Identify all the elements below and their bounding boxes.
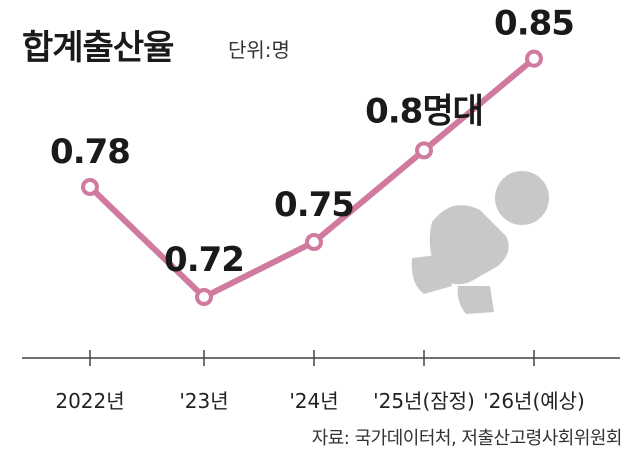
data-label: 0.75 [274, 185, 354, 225]
data-label: 0.8명대 [365, 91, 483, 131]
x-tick-label: '24년 [289, 389, 338, 413]
data-label: 0.85 [494, 4, 574, 44]
data-point [81, 178, 99, 196]
data-point [525, 49, 543, 68]
crawling-baby-icon [411, 171, 549, 314]
data-point [195, 288, 213, 306]
data-point [305, 233, 323, 251]
x-tick-label: '26년(예상) [483, 389, 585, 413]
chart-title: 합계출산율 [22, 28, 174, 68]
x-tick-label: '25년(잠정) [373, 389, 475, 413]
data-label: 0.72 [164, 240, 244, 280]
x-tick-label: '23년 [179, 389, 228, 413]
x-tick-label: 2022년 [55, 389, 124, 413]
unit-label: 단위:명 [228, 38, 290, 62]
data-label: 0.78 [50, 132, 130, 172]
source-note: 자료: 국가데이터처, 저출산고령사회위원회 [311, 428, 623, 449]
data-point [415, 141, 433, 160]
